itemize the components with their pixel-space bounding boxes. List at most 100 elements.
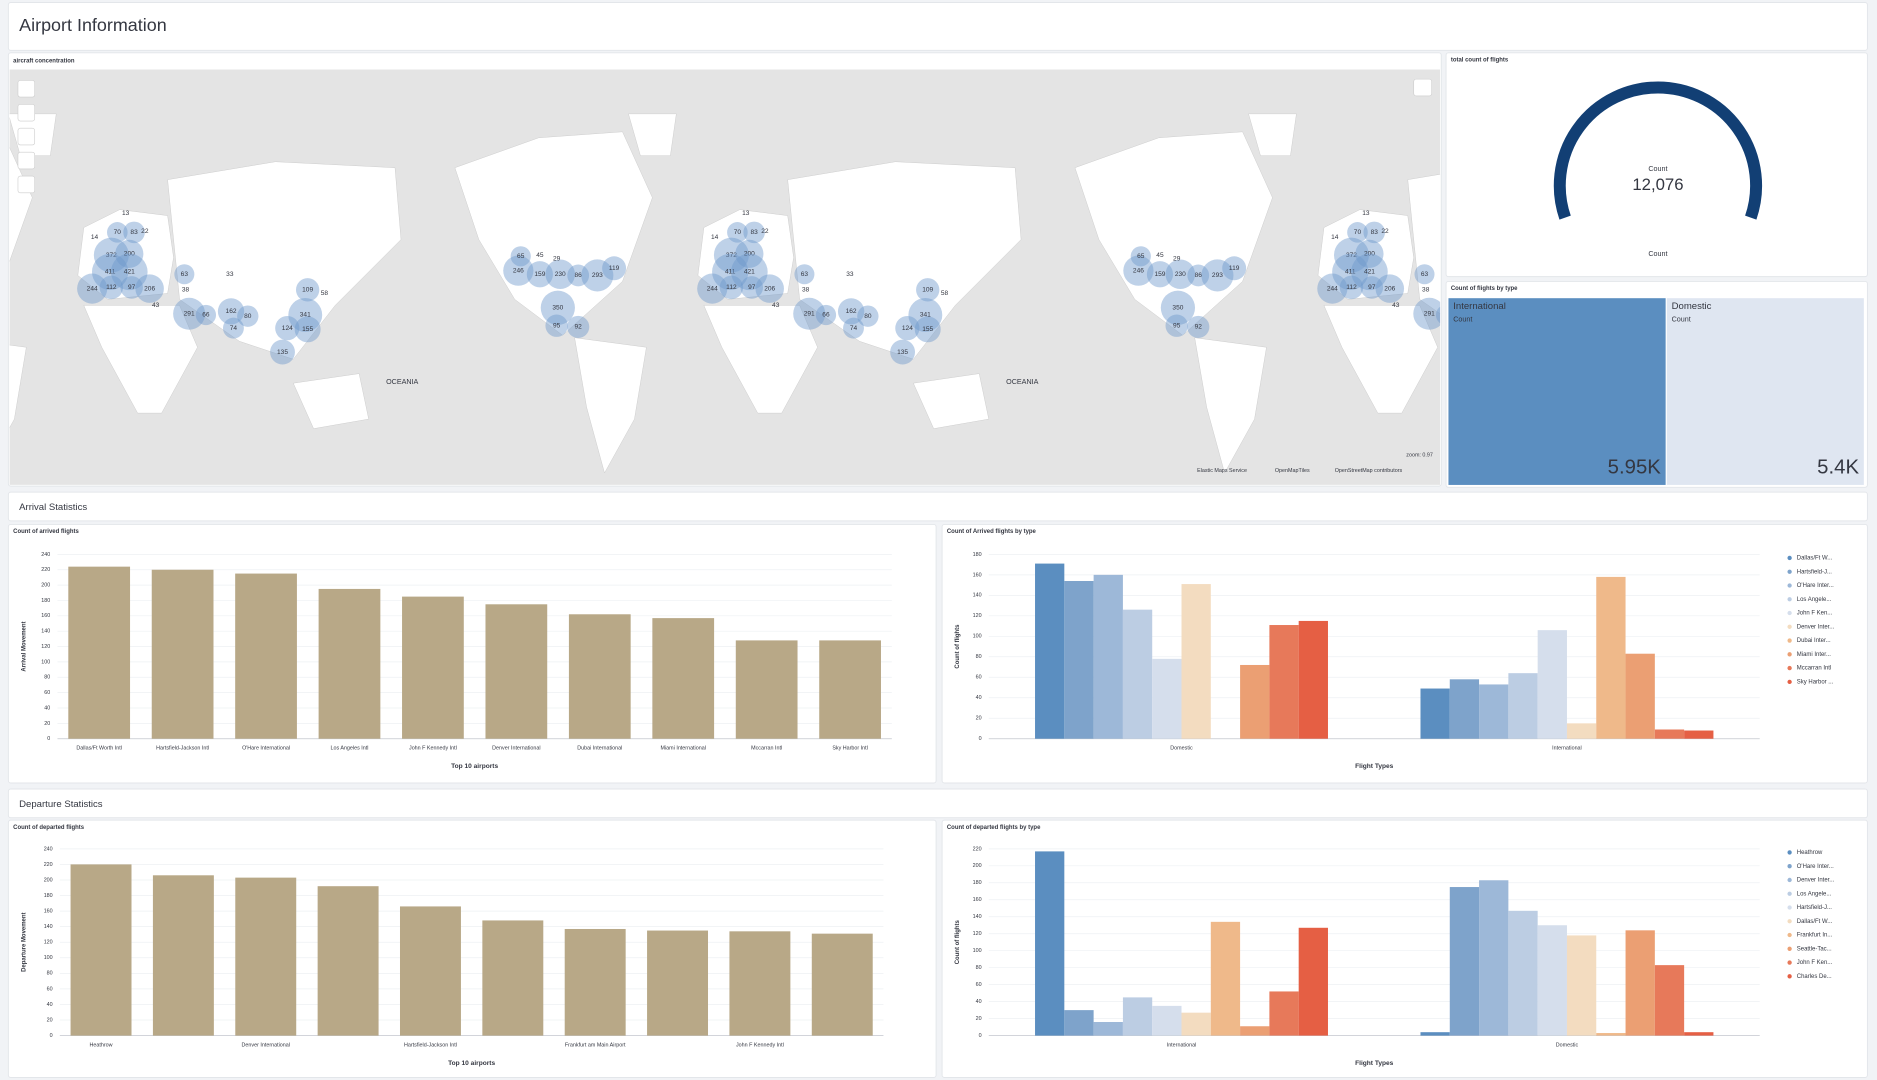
legend-swatch[interactable] [1787, 583, 1792, 588]
bar [1508, 910, 1538, 1036]
legend-swatch[interactable] [1787, 569, 1792, 574]
map-bubble [908, 298, 943, 332]
legend-swatch[interactable] [1787, 597, 1792, 602]
map-tool[interactable] [17, 175, 36, 194]
land [83, 305, 198, 414]
map-tool[interactable] [17, 103, 36, 122]
bar [1298, 620, 1328, 739]
legend-label[interactable]: Miami Inter... [1797, 652, 1832, 658]
y-tick-label: 120 [973, 613, 982, 619]
legend-label[interactable]: John F Ken... [1797, 960, 1833, 966]
legend-swatch[interactable] [1787, 974, 1792, 979]
map-bubble [77, 273, 108, 304]
legend-swatch[interactable] [1787, 932, 1792, 938]
legend-swatch[interactable] [1787, 850, 1792, 855]
map-count: 13 [742, 210, 750, 217]
map-bubble [1201, 259, 1234, 292]
map-count: 66 [822, 312, 830, 319]
legend-label[interactable]: Heathrow [1797, 850, 1823, 856]
map-count: 200 [124, 251, 135, 258]
y-tick-label: 140 [41, 629, 50, 635]
map-bubble [1187, 315, 1210, 339]
legend-swatch[interactable] [1787, 638, 1792, 643]
bar [1684, 730, 1714, 739]
x-axis-label: Top 10 airports [448, 1060, 495, 1067]
legend-swatch[interactable] [1787, 877, 1792, 883]
legend-label[interactable]: Charles De... [1797, 974, 1832, 980]
panel [7, 788, 1868, 819]
legend-label[interactable]: Los Angele... [1797, 597, 1832, 603]
map-count: 411 [1345, 269, 1356, 276]
legend-swatch[interactable] [1787, 555, 1792, 561]
legend-label[interactable]: O'Hare Inter... [1797, 864, 1834, 870]
map-attribution[interactable]: OpenMapTiles [1275, 468, 1310, 474]
legend-swatch[interactable] [1787, 864, 1792, 869]
y-tick-label: 0 [47, 736, 50, 742]
map-count: 13 [1362, 210, 1370, 217]
legend-label[interactable]: Frankfurt In... [1797, 933, 1833, 939]
legend-label[interactable]: Dubai Inter... [1797, 638, 1831, 644]
bar [652, 618, 715, 739]
legend-label[interactable]: Dallas/Ft W... [1797, 919, 1833, 925]
map-tool[interactable] [17, 127, 36, 146]
map-count: 63 [1421, 271, 1429, 278]
map-count: 70 [1354, 229, 1362, 236]
legend-label[interactable]: Mccarran Intl [1797, 666, 1832, 672]
legend-label[interactable]: Seattle-Tac... [1797, 946, 1832, 952]
legend-label[interactable]: Hartsfield-J... [1797, 569, 1832, 575]
treemap-cell[interactable] [1448, 298, 1666, 485]
legend-label[interactable]: Denver Inter... [1797, 624, 1835, 630]
legend-swatch[interactable] [1787, 891, 1792, 896]
map-count: 22 [761, 228, 769, 235]
bar [1479, 880, 1509, 1036]
map-bubble [545, 314, 568, 337]
map-attribution[interactable]: Elastic Maps Service [1197, 468, 1247, 474]
map-count: 341 [920, 312, 931, 319]
panel-title: Count of flights by type [1451, 286, 1518, 292]
legend-label[interactable]: Sky Harbor ... [1797, 679, 1834, 685]
map-tool[interactable] [17, 151, 36, 170]
map-bubble [173, 297, 206, 330]
legend-label[interactable]: John F Ken... [1797, 611, 1833, 617]
legend-label[interactable]: Hartsfield-J... [1797, 905, 1832, 911]
map-count: 45 [1156, 252, 1164, 259]
x-tick-label: John F Kennedy Intl [736, 1043, 784, 1049]
legend-swatch[interactable] [1787, 905, 1792, 910]
bar [1152, 658, 1182, 739]
legend-swatch[interactable] [1787, 652, 1792, 657]
legend-swatch[interactable] [1787, 960, 1792, 965]
legend-swatch[interactable] [1787, 665, 1792, 671]
legend-swatch[interactable] [1787, 946, 1792, 951]
land [1194, 337, 1267, 474]
map-legend-toggle[interactable] [1413, 78, 1432, 97]
map-zoom: zoom: 0.97 [1406, 452, 1433, 458]
legend-label[interactable]: Dallas/Ft W... [1797, 556, 1833, 562]
land [628, 113, 677, 156]
legend-swatch[interactable] [1787, 624, 1792, 629]
panel-title: Count of arrived flights [13, 529, 79, 535]
legend-swatch[interactable] [1787, 919, 1792, 924]
map-bubble [1355, 239, 1384, 269]
map-count: 92 [1195, 324, 1203, 331]
y-tick-label: 0 [979, 1033, 982, 1039]
legend-label[interactable]: Denver Inter... [1797, 878, 1835, 884]
map-count: 112 [726, 284, 737, 291]
map-attribution[interactable]: OpenStreetMap contributors [1335, 468, 1403, 474]
y-tick-label: 60 [47, 986, 53, 992]
map-bubble [740, 276, 764, 299]
map-bubble [526, 261, 553, 288]
y-tick-label: 100 [973, 948, 982, 954]
legend-swatch[interactable] [1787, 610, 1792, 616]
map-tool[interactable] [17, 80, 36, 98]
bar [1566, 723, 1597, 739]
map-count: 119 [609, 265, 620, 272]
panel [7, 2, 1868, 51]
map-bubble [1363, 221, 1386, 244]
y-tick-label: 60 [976, 675, 982, 681]
legend-label[interactable]: Los Angele... [1797, 891, 1832, 897]
legend-swatch[interactable] [1787, 679, 1792, 685]
treemap-cell[interactable] [1666, 298, 1864, 485]
map-count: 421 [744, 269, 755, 276]
legend-label[interactable]: O'Hare Inter... [1797, 583, 1834, 589]
map-bubble [217, 298, 245, 325]
